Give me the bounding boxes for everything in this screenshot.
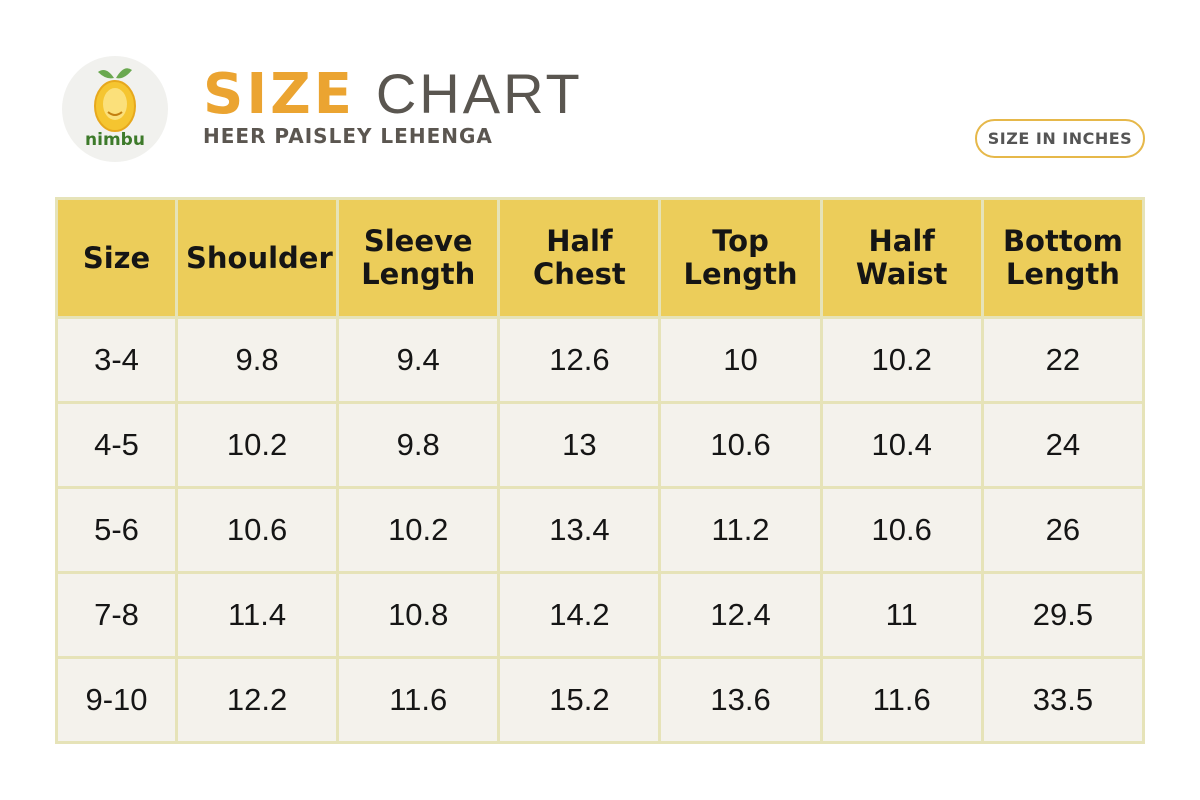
header-row: Size Shoulder Sleeve Length Half Chest Top L…	[55, 197, 1146, 319]
table-row: 3-4 9.8 9.4 12.6 10 10.2 22	[55, 316, 1146, 404]
table-row: 4-5 10.2 9.8 13 10.6 10.4 24	[55, 401, 1146, 489]
column-header: Sleeve Length	[336, 197, 501, 319]
size-cell: 7-8	[55, 571, 178, 659]
measure-cell: 10	[658, 316, 823, 404]
measure-cell: 12.4	[658, 571, 823, 659]
title-bold: SIZE	[203, 62, 356, 127]
measure-cell: 11.4	[174, 571, 340, 659]
logo-icon: nimbu	[85, 68, 145, 150]
measure-cell: 10.8	[336, 571, 501, 659]
measure-cell: 13.4	[497, 486, 662, 574]
column-header: Top Length	[658, 197, 823, 319]
measure-cell: 10.2	[336, 486, 501, 574]
table-row: 7-8 11.4 10.8 14.2 12.4 11 29.5	[55, 571, 1146, 659]
size-cell: 4-5	[55, 401, 178, 489]
measure-cell: 22	[980, 316, 1146, 404]
column-header: Bottom Length	[980, 197, 1146, 319]
measure-cell: 14.2	[497, 571, 662, 659]
measure-cell: 10.6	[658, 401, 823, 489]
column-header: Half Chest	[497, 197, 662, 319]
measure-cell: 24	[980, 401, 1146, 489]
subtitle: HEER PAISLEY LEHENGA	[203, 124, 493, 148]
column-header: Shoulder	[174, 197, 340, 319]
measure-cell: 11	[819, 571, 984, 659]
measure-cell: 26	[980, 486, 1146, 574]
measure-cell: 13.6	[658, 656, 823, 744]
measure-cell: 12.6	[497, 316, 662, 404]
measure-cell: 10.2	[174, 401, 340, 489]
table-body: 3-4 9.8 9.4 12.6 10 10.2 22 4-5 10.2 9.8 13 10.6 10.…	[55, 316, 1146, 744]
column-header: Half Waist	[819, 197, 984, 319]
logo-text: nimbu	[85, 130, 145, 150]
table-row: 9-10 12.2 11.6 15.2 13.6 11.6 33.5	[55, 656, 1146, 744]
size-cell: 3-4	[55, 316, 178, 404]
column-header: Size	[55, 197, 178, 319]
measure-cell: 9.4	[336, 316, 501, 404]
measure-cell: 29.5	[980, 571, 1146, 659]
measure-cell: 33.5	[980, 656, 1146, 744]
table-row: 5-6 10.6 10.2 13.4 11.2 10.6 26	[55, 486, 1146, 574]
measure-cell: 9.8	[174, 316, 340, 404]
size-cell: 5-6	[55, 486, 178, 574]
measure-cell: 10.4	[819, 401, 984, 489]
measure-cell: 10.6	[819, 486, 984, 574]
measure-cell: 11.2	[658, 486, 823, 574]
size-table: Size Shoulder Sleeve Length Half Chest Top L…	[55, 197, 1146, 744]
measure-cell: 11.6	[819, 656, 984, 744]
measure-cell: 10.2	[819, 316, 984, 404]
logo: nimbu	[62, 56, 168, 162]
measure-cell: 15.2	[497, 656, 662, 744]
measure-cell: 10.6	[174, 486, 340, 574]
measure-cell: 9.8	[336, 401, 501, 489]
unit-badge: SIZE IN INCHES	[975, 119, 1145, 158]
measure-cell: 12.2	[174, 656, 340, 744]
measure-cell: 13	[497, 401, 662, 489]
title-light: CHART	[375, 62, 583, 125]
measure-cell: 11.6	[336, 656, 501, 744]
size-cell: 9-10	[55, 656, 178, 744]
title: SIZE CHART	[203, 62, 583, 127]
